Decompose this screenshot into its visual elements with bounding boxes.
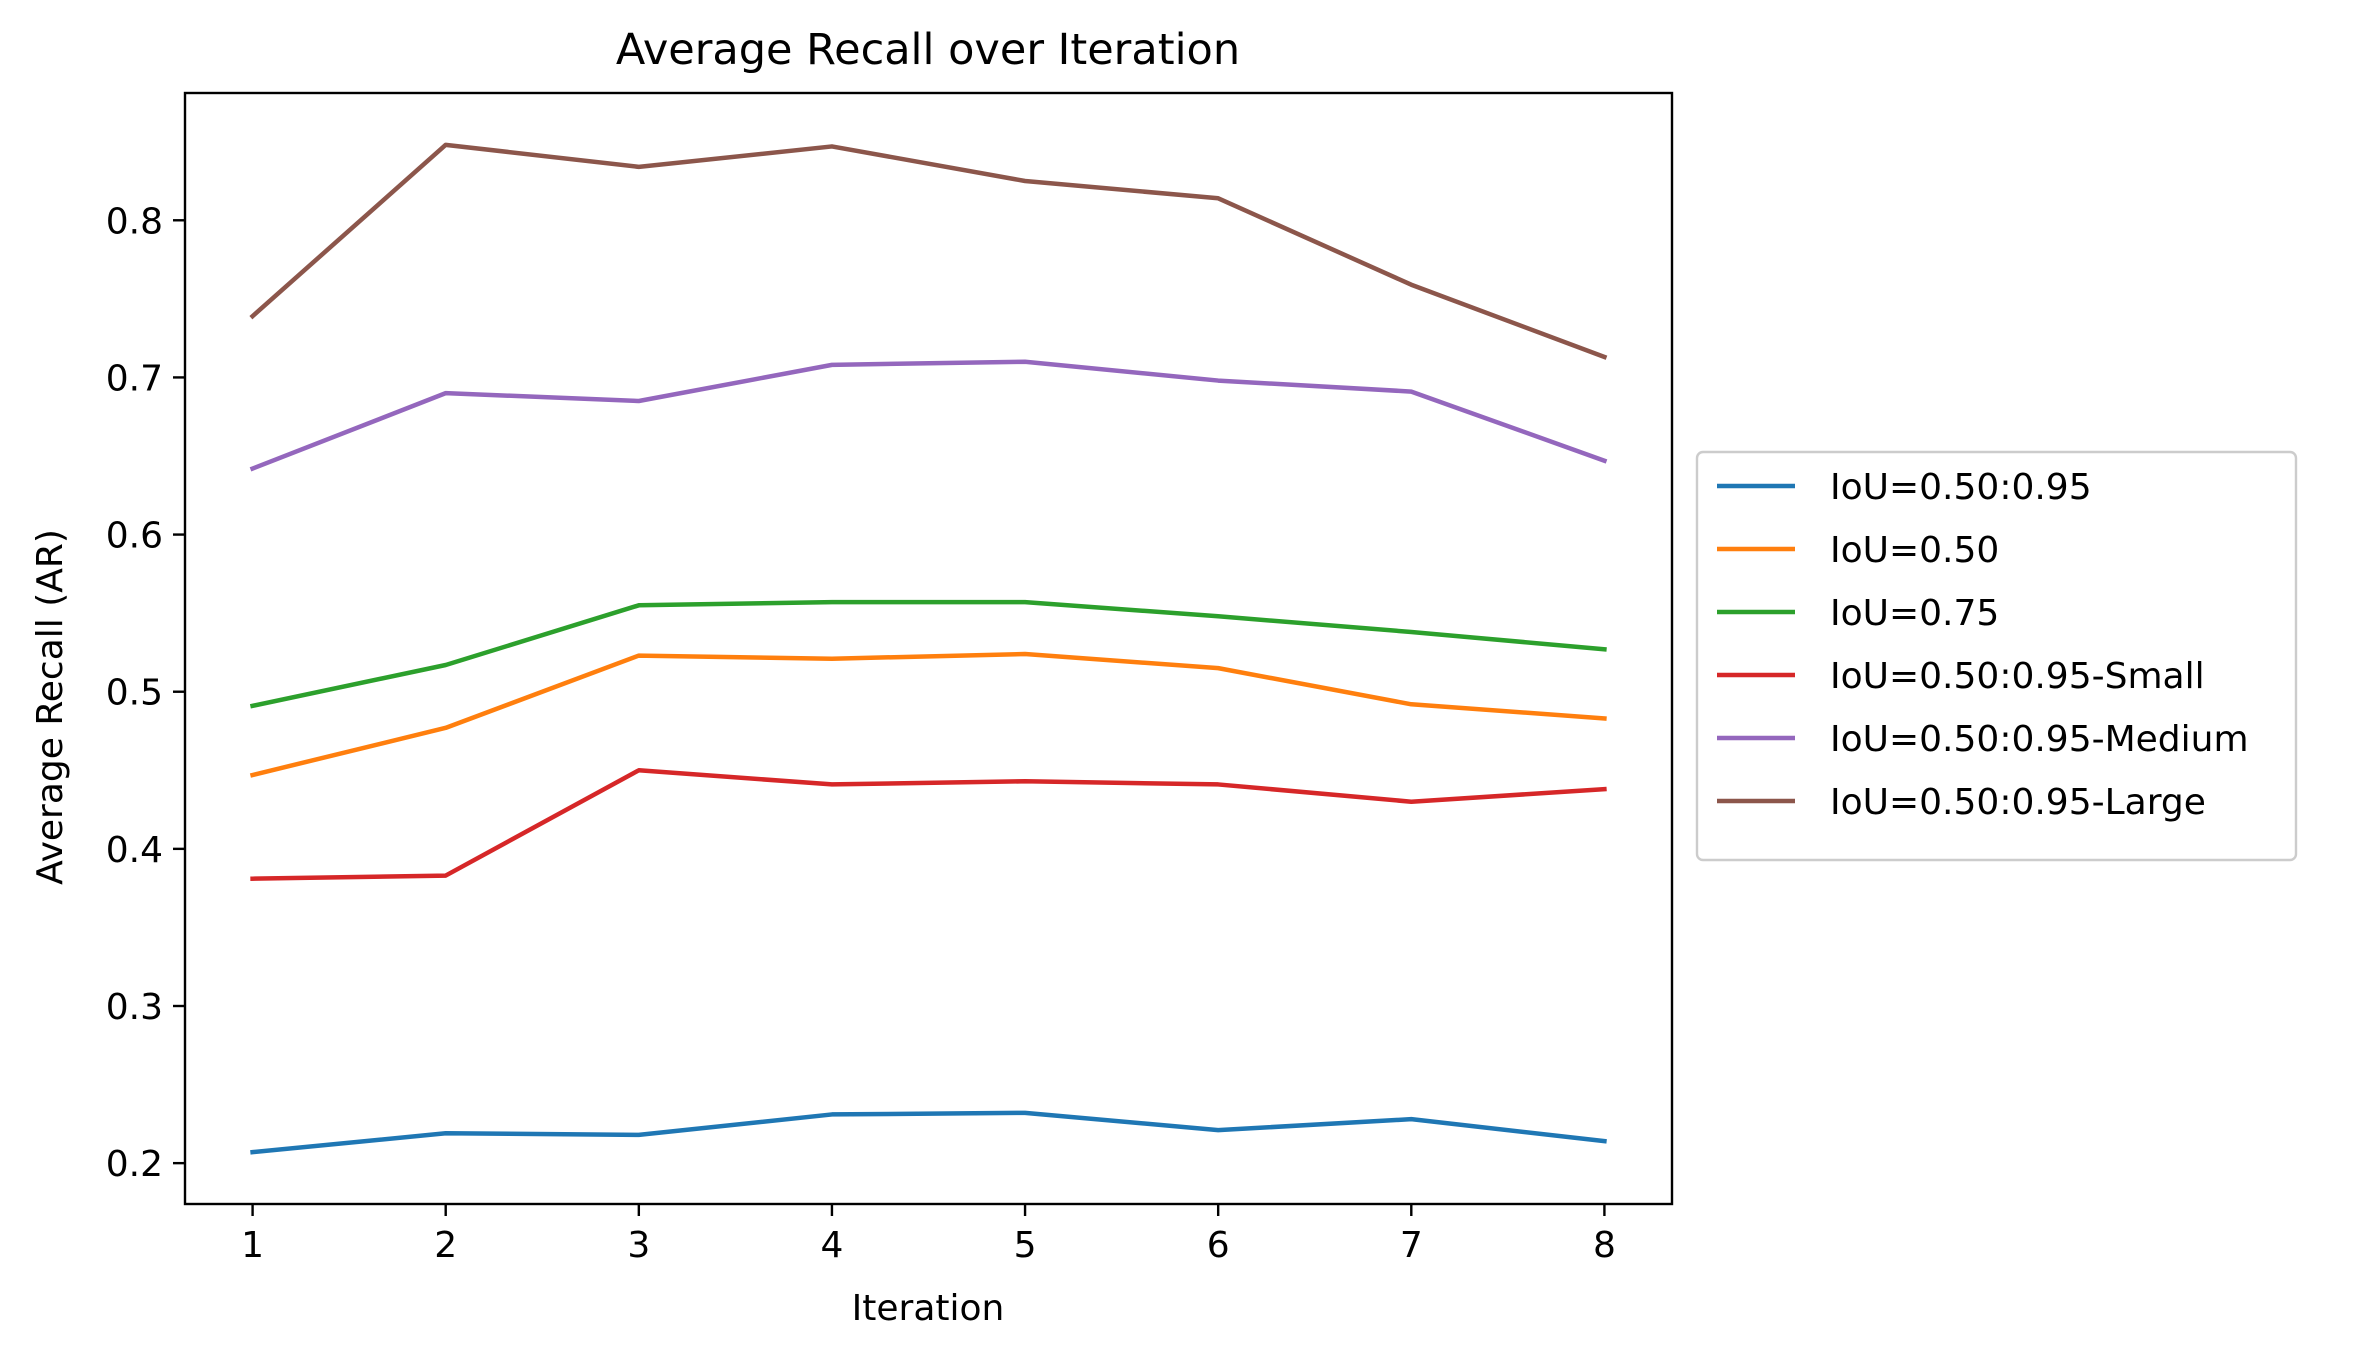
legend-label: IoU=0.75	[1830, 593, 1999, 634]
y-tick-label: 0.7	[106, 358, 163, 399]
x-tick-label: 7	[1400, 1225, 1423, 1266]
x-tick-label: 5	[1014, 1225, 1037, 1266]
y-tick-label: 0.3	[106, 987, 163, 1028]
legend-label: IoU=0.50:0.95	[1830, 467, 2092, 508]
y-tick-label: 0.5	[106, 673, 163, 714]
series-line-3	[249, 599, 1607, 709]
legend-label: IoU=0.50:0.95-Small	[1830, 656, 2205, 697]
y-axis-label: Average Recall (AR)	[30, 529, 71, 885]
x-tick-label: 2	[434, 1225, 457, 1266]
series-line-1	[250, 1110, 1607, 1155]
y-tick-label: 0.8	[106, 201, 163, 242]
y-tick-label: 0.4	[106, 830, 163, 871]
chart-title: Average Recall over Iteration	[616, 25, 1240, 75]
legend: IoU=0.50:0.95 IoU=0.50 IoU=0.75 IoU=0.50:0.…	[1695, 450, 2298, 862]
y-tick-label: 0.2	[106, 1144, 163, 1185]
y-tick-label: 0.6	[106, 516, 163, 557]
x-tick-label: 8	[1593, 1225, 1616, 1266]
series-line-2	[249, 651, 1607, 778]
x-tick-label: 4	[820, 1225, 843, 1266]
legend-label: IoU=0.50	[1830, 530, 1999, 571]
plot-frame	[183, 91, 1674, 1206]
x-tick-label: 1	[241, 1225, 264, 1266]
legend-label: IoU=0.50:0.95-Large	[1830, 782, 2206, 823]
x-tick-label: 6	[1207, 1225, 1230, 1266]
series-line-4	[250, 768, 1607, 881]
legend-label: IoU=0.50:0.95-Medium	[1830, 719, 2249, 760]
x-tick-label: 3	[627, 1225, 650, 1266]
plot-area: 1 2 3 4 5 6 7 8 0.2 0.3 0.4 0.5 0.6 0.7 0.8	[106, 91, 1674, 1266]
series-line-6	[249, 142, 1608, 360]
x-axis-label: Iteration	[852, 1288, 1005, 1329]
legend-box	[1695, 450, 2298, 862]
series-line-5	[249, 359, 1608, 472]
